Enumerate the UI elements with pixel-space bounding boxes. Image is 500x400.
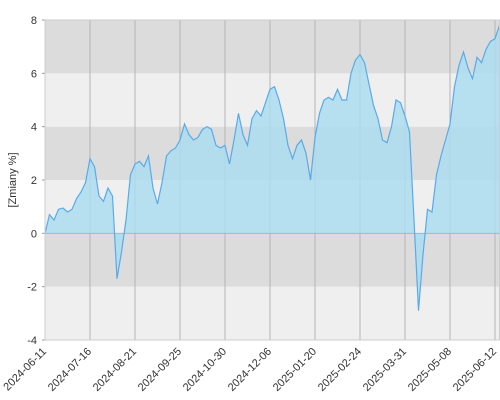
x-tick-label: 2024-08-21 <box>91 346 139 394</box>
x-tick-label: 2024-09-25 <box>136 346 184 394</box>
y-tick-label: 4 <box>31 122 37 134</box>
x-tick-label: 2025-05-08 <box>406 346 454 394</box>
y-tick-label: -2 <box>27 282 37 294</box>
y-tick-label: 8 <box>31 15 37 27</box>
x-tick-label: 2025-03-31 <box>361 346 409 394</box>
x-tick-label: 2024-10-30 <box>181 346 229 394</box>
x-tick-label: 2024-06-11 <box>1 346 49 394</box>
y-axis-label: [Zmiany %] <box>7 152 19 207</box>
y-tick-label: 6 <box>31 68 37 80</box>
x-tick-label: 2025-02-24 <box>316 346 364 394</box>
x-tick-label: 2025-01-20 <box>271 346 319 394</box>
y-tick-label: 0 <box>31 228 37 240</box>
line <box>44 25 500 311</box>
grid-band <box>45 20 500 74</box>
x-tick-label: 2025-06-12 <box>451 346 499 394</box>
x-tick-label: 2024-07-16 <box>46 346 94 394</box>
grid-band <box>45 233 500 287</box>
grid-band <box>45 286 500 340</box>
x-tick-label: 2024-12-06 <box>226 346 274 394</box>
y-tick-label: 2 <box>31 175 37 187</box>
area <box>45 25 500 311</box>
y-tick-label: -4 <box>27 335 37 347</box>
